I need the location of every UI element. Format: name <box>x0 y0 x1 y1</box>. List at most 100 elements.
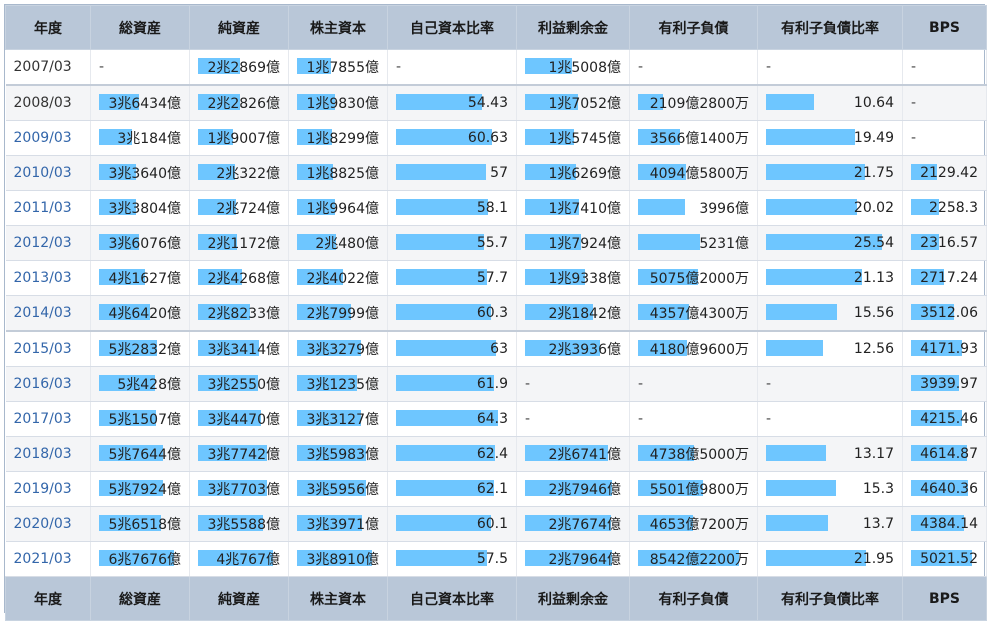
footer-year[interactable]: 年度 <box>5 576 91 621</box>
header-retained-earnings[interactable]: 利益剰余金 <box>516 5 630 50</box>
header-equity-ratio[interactable]: 自己資本比率 <box>387 5 517 50</box>
total-assets-bar <box>99 445 163 461</box>
debt-ratio-value: 13.7 <box>862 516 894 532</box>
shareholders-equity-cell: 3兆5956億 <box>288 471 388 507</box>
shareholders-equity-value: 2兆7999億 <box>306 306 379 322</box>
interest-bearing-debt-value: 5231億 <box>699 236 749 252</box>
interest-bearing-debt-bar <box>638 199 685 215</box>
equity-ratio-bar <box>396 94 482 110</box>
debt-ratio-value: 19.49 <box>853 130 894 146</box>
equity-ratio-cell: 60.63 <box>387 120 517 156</box>
total-assets-cell: 6兆7676億 <box>90 541 190 577</box>
net-assets-cell: 3兆7703億 <box>189 471 289 507</box>
debt-ratio-bar <box>766 129 855 145</box>
header-total-assets[interactable]: 総資産 <box>90 5 190 50</box>
header-interest-bearing-debt[interactable]: 有利子負債 <box>629 5 758 50</box>
header-net-assets[interactable]: 純資産 <box>189 5 289 50</box>
year-link[interactable]: 2014/03 <box>5 295 91 332</box>
year-link[interactable]: 2018/03 <box>5 436 91 472</box>
retained-earnings-cell: 1兆9338億 <box>516 260 630 296</box>
total-assets-value: 5兆1507億 <box>108 412 181 428</box>
interest-bearing-debt-value: 4653億7200万 <box>649 517 749 533</box>
equity-ratio-bar <box>396 375 494 391</box>
net-assets-cell: 2兆2869億 <box>189 49 289 86</box>
bps-value: 2717.24 <box>920 270 978 286</box>
shareholders-equity-bar <box>297 480 366 496</box>
footer-bps[interactable]: BPS <box>902 576 987 621</box>
retained-earnings-bar <box>525 515 611 531</box>
shareholders-equity-value: 3兆3127億 <box>306 412 379 428</box>
table-header: 年度 総資産 純資産 株主資本 自己資本比率 利益剰余金 有利子負債 有利子負債比率 BPS <box>5 5 987 50</box>
retained-earnings-cell: 2兆7964億 <box>516 541 630 577</box>
year-link[interactable]: 2010/03 <box>5 155 91 191</box>
interest-bearing-debt-value: 3566億1400万 <box>649 131 749 147</box>
footer-total-assets[interactable]: 総資産 <box>90 576 190 621</box>
retained-earnings-value: 1兆5008億 <box>548 60 621 76</box>
net-assets-cell: 2兆2826億 <box>189 84 289 121</box>
net-assets-value: 3兆2550億 <box>207 377 280 393</box>
header-shareholders-equity[interactable]: 株主資本 <box>288 5 388 50</box>
year-link[interactable]: 2019/03 <box>5 471 91 507</box>
retained-earnings-bar <box>525 129 574 145</box>
footer-retained-earnings[interactable]: 利益剰余金 <box>516 576 630 621</box>
table-row: 2021/03 6兆7676億 4兆767億 3兆8910億 57.5 2兆7964億 85… <box>5 541 987 577</box>
shareholders-equity-cell: 1兆9964億 <box>288 190 388 226</box>
equity-ratio-value: 61.9 <box>476 376 508 392</box>
retained-earnings-value: 2兆7964億 <box>548 552 621 568</box>
debt-ratio-cell: 20.02 <box>757 190 903 226</box>
table-row: 2010/03 3兆3640億 2兆322億 1兆8825億 57 1兆6269億 4094… <box>5 155 987 191</box>
footer-interest-bearing-debt[interactable]: 有利子負債 <box>629 576 758 621</box>
year-link[interactable]: 2020/03 <box>5 506 91 542</box>
header-year[interactable]: 年度 <box>5 5 91 50</box>
year-link[interactable]: 2008/03 <box>5 84 91 121</box>
header-debt-ratio[interactable]: 有利子負債比率 <box>757 5 903 50</box>
footer-equity-ratio[interactable]: 自己資本比率 <box>387 576 517 621</box>
net-assets-bar <box>198 410 261 426</box>
year-link[interactable]: 2016/03 <box>5 366 91 402</box>
table-row: 2016/03 5兆428億 3兆2550億 3兆1235億 61.9 - - - 3939.9… <box>5 366 987 402</box>
equity-ratio-value: 63 <box>490 341 508 357</box>
year-link[interactable]: 2015/03 <box>5 330 91 367</box>
table-row: 2012/03 3兆6076億 2兆1172億 2兆480億 55.7 1兆7924億 52… <box>5 225 987 261</box>
debt-ratio-cell: 21.13 <box>757 260 903 296</box>
total-assets-bar <box>99 375 155 391</box>
retained-earnings-value: 1兆7410億 <box>548 201 621 217</box>
interest-bearing-debt-bar <box>638 340 687 356</box>
debt-ratio-cell: 21.75 <box>757 155 903 191</box>
shareholders-equity-value: 1兆9830億 <box>306 96 379 112</box>
footer-debt-ratio[interactable]: 有利子負債比率 <box>757 576 903 621</box>
interest-bearing-debt-cell: - <box>629 401 758 437</box>
year-link[interactable]: 2021/03 <box>5 541 91 577</box>
shareholders-equity-cell: 2兆480億 <box>288 225 388 261</box>
total-assets-bar <box>99 480 163 496</box>
net-assets-bar <box>198 515 263 531</box>
net-assets-bar <box>198 304 250 320</box>
net-assets-value: 2兆4268億 <box>207 271 280 287</box>
interest-bearing-debt-value: 4357億4300万 <box>649 306 749 322</box>
debt-ratio-value: 21.95 <box>853 551 894 567</box>
empty-value: - <box>99 59 105 75</box>
footer-net-assets[interactable]: 純資産 <box>189 576 289 621</box>
retained-earnings-value: 2兆7946億 <box>548 482 621 498</box>
year-link[interactable]: 2017/03 <box>5 401 91 437</box>
net-assets-bar <box>198 234 237 250</box>
year-link[interactable]: 2009/03 <box>5 120 91 156</box>
total-assets-bar <box>99 234 139 250</box>
year-link[interactable]: 2011/03 <box>5 190 91 226</box>
interest-bearing-debt-bar <box>638 94 663 110</box>
footer-shareholders-equity[interactable]: 株主資本 <box>288 576 388 621</box>
year-link[interactable]: 2013/03 <box>5 260 91 296</box>
net-assets-value: 2兆1172億 <box>207 236 280 252</box>
shareholders-equity-cell: 1兆8299億 <box>288 120 388 156</box>
net-assets-value: 2兆8233億 <box>207 306 280 322</box>
total-assets-bar <box>99 515 161 531</box>
bps-cell: 2129.42 <box>902 155 987 191</box>
retained-earnings-cell: 2兆7674億 <box>516 506 630 542</box>
year-link[interactable]: 2012/03 <box>5 225 91 261</box>
header-bps[interactable]: BPS <box>902 5 987 50</box>
interest-bearing-debt-cell: - <box>629 366 758 402</box>
year-link[interactable]: 2007/03 <box>5 49 91 86</box>
bps-cell: 2316.57 <box>902 225 987 261</box>
retained-earnings-bar <box>525 164 576 180</box>
shareholders-equity-value: 1兆8825億 <box>306 166 379 182</box>
